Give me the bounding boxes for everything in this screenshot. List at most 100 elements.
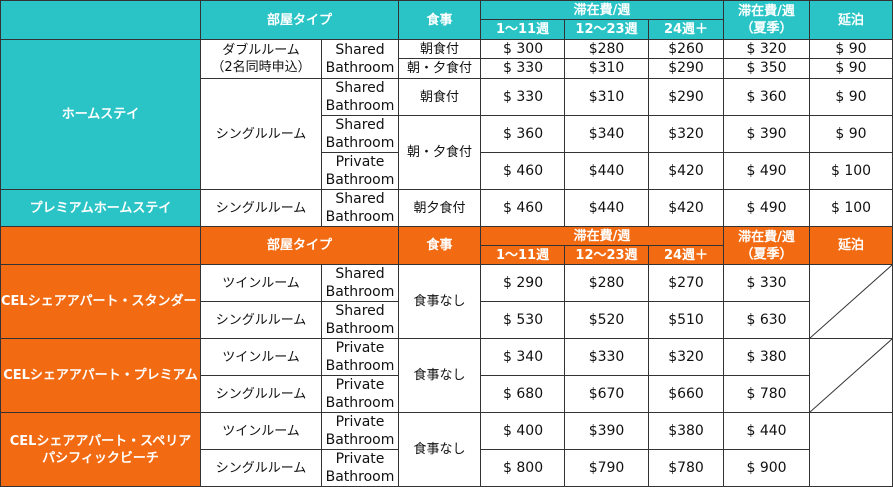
price-summer: $ 490 (723, 189, 811, 227)
price-summer: $ 350 (723, 58, 811, 79)
price-summer: $ 360 (723, 78, 811, 116)
bathroom-type: Private Bathroom (320, 152, 400, 190)
single-room-label: シングルルーム (200, 449, 322, 487)
price-summer: $ 320 (723, 39, 811, 59)
price-1-11: $ 400 (480, 412, 566, 450)
header-stay-fee: 滞在費/週 (480, 0, 725, 20)
price-12-23: $390 (564, 412, 650, 450)
price-1-11: $ 460 (480, 152, 566, 190)
share-premium-label: CELシェアアパート・プレミアム (0, 338, 201, 413)
extension-empty (809, 412, 893, 487)
price-extension: $ 100 (809, 152, 893, 190)
bathroom-type: Shared Bathroom (320, 264, 400, 302)
header-weeks-12-23: 12～23週 (564, 245, 650, 265)
header-blank (0, 0, 201, 40)
price-summer: $ 330 (723, 264, 811, 302)
price-summer: $ 630 (723, 301, 811, 339)
header-extension: 延泊 (809, 0, 893, 40)
price-24: $510 (648, 301, 725, 339)
price-24: $270 (648, 264, 725, 302)
price-12-23: $280 (564, 39, 650, 59)
header-extension: 延泊 (809, 226, 893, 265)
header-weeks-1-11: 1～11週 (480, 245, 566, 265)
extension-not-applicable (809, 338, 893, 413)
extension-not-applicable (809, 264, 893, 339)
price-12-23: $670 (564, 375, 650, 413)
single-room-label: シングルルーム (200, 375, 322, 413)
single-room-label: シングルルーム (200, 301, 322, 339)
price-24: $780 (648, 449, 725, 487)
header-room-type: 部屋タイプ (199, 226, 400, 265)
header-room-type: 部屋タイプ (199, 0, 400, 40)
price-1-11: $ 330 (480, 58, 566, 79)
price-24: $290 (648, 58, 725, 79)
meal-plan: 朝食付 (398, 78, 482, 116)
price-1-11: $ 800 (480, 449, 566, 487)
bathroom-type: Private Bathroom (320, 375, 400, 413)
bathroom-type: Private Bathroom (320, 449, 400, 487)
price-12-23: $440 (564, 189, 650, 227)
premium-homestay-label: プレミアムホームステイ (0, 189, 201, 227)
price-1-11: $ 330 (480, 78, 566, 116)
price-extension: $ 90 (809, 58, 893, 79)
price-1-11: $ 300 (480, 39, 566, 59)
bathroom-type: Shared Bathroom (320, 39, 400, 79)
bathroom-type: Private Bathroom (320, 412, 400, 450)
price-24: $320 (648, 115, 725, 153)
price-12-23: $440 (564, 152, 650, 190)
bathroom-type: Shared Bathroom (320, 301, 400, 339)
price-12-23: $520 (564, 301, 650, 339)
price-summer: $ 490 (723, 152, 811, 190)
double-room-label: ダブルルーム （2名同時申込） (200, 39, 322, 79)
header-weeks-12-23: 12～23週 (564, 19, 650, 40)
price-12-23: $330 (564, 338, 650, 376)
meal-plan: 食事なし (398, 338, 482, 413)
price-1-11: $ 680 (480, 375, 566, 413)
single-room-label: シングルルーム (200, 78, 322, 190)
price-12-23: $280 (564, 264, 650, 302)
header-weeks-24: 24週＋ (648, 19, 725, 40)
meal-plan: 朝・夕食付 (398, 115, 482, 190)
price-12-23: $310 (564, 78, 650, 116)
bathroom-type: Shared Bathroom (320, 78, 400, 116)
price-24: $380 (648, 412, 725, 450)
price-1-11: $ 360 (480, 115, 566, 153)
share-superior-label: CELシェアアパート・スペリア パシフィックビーチ (0, 412, 201, 487)
price-12-23: $310 (564, 58, 650, 79)
header-meal: 食事 (398, 226, 482, 265)
header-summer: 滞在費/週 （夏季） (723, 226, 811, 265)
price-24: $420 (648, 189, 725, 227)
price-24: $260 (648, 39, 725, 59)
price-extension: $ 90 (809, 115, 893, 153)
price-24: $320 (648, 338, 725, 376)
header-weeks-24: 24週＋ (648, 245, 725, 265)
price-1-11: $ 290 (480, 264, 566, 302)
twin-room-label: ツインルーム (200, 412, 322, 450)
single-room-label: シングルルーム (200, 189, 322, 227)
header-meal: 食事 (398, 0, 482, 40)
meal-plan: 食事なし (398, 264, 482, 339)
twin-room-label: ツインルーム (200, 264, 322, 302)
homestay-label: ホームステイ (0, 39, 201, 190)
price-12-23: $340 (564, 115, 650, 153)
price-extension: $ 100 (809, 189, 893, 227)
price-1-11: $ 340 (480, 338, 566, 376)
price-1-11: $ 530 (480, 301, 566, 339)
price-summer: $ 440 (723, 412, 811, 450)
price-24: $420 (648, 152, 725, 190)
header-summer: 滞在費/週 （夏季） (723, 0, 811, 40)
price-summer: $ 900 (723, 449, 811, 487)
bathroom-type: Shared Bathroom (320, 115, 400, 153)
price-summer: $ 380 (723, 338, 811, 376)
meal-plan: 朝夕食付 (398, 189, 482, 227)
twin-room-label: ツインルーム (200, 338, 322, 376)
meal-plan: 朝食付 (398, 39, 482, 59)
price-24: $660 (648, 375, 725, 413)
price-summer: $ 780 (723, 375, 811, 413)
meal-plan: 食事なし (398, 412, 482, 487)
price-extension: $ 90 (809, 78, 893, 116)
price-1-11: $ 460 (480, 189, 566, 227)
header-blank (0, 226, 201, 265)
share-standard-label: CELシェアアパート・スタンダード (0, 264, 201, 339)
